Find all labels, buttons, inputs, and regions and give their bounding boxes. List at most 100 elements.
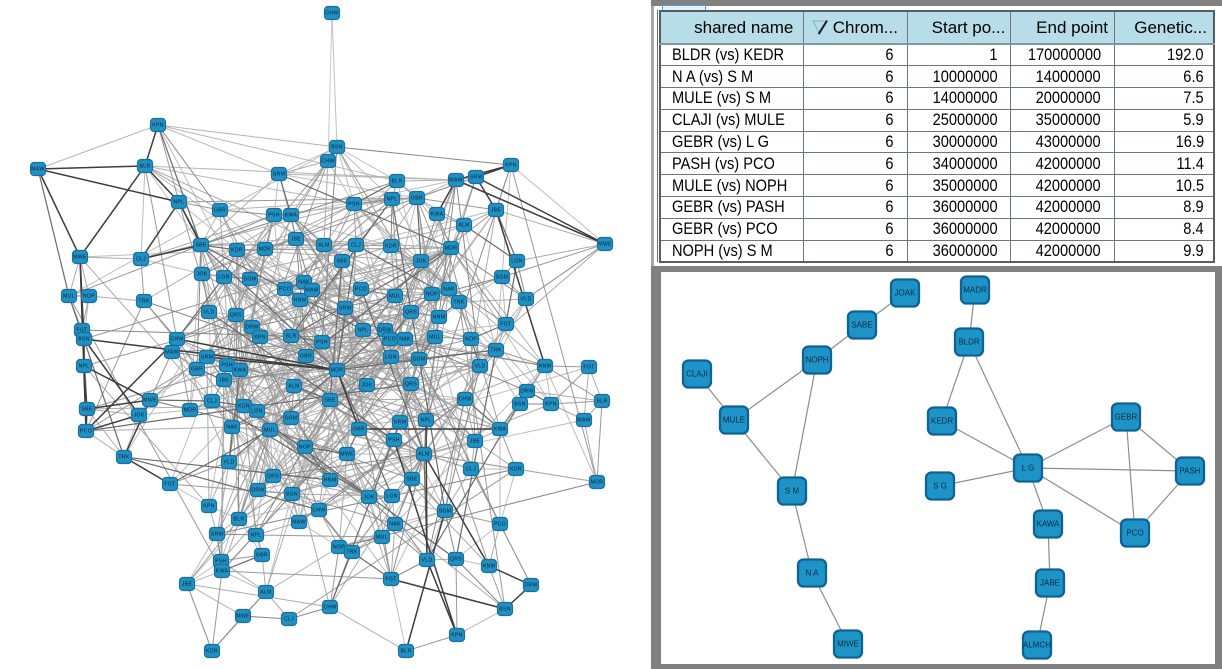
svg-text:PCO: PCO <box>1126 529 1143 538</box>
svg-text:KDR: KDR <box>510 467 522 473</box>
svg-text:LGN: LGN <box>511 259 523 265</box>
svg-text:MUL: MUL <box>389 294 401 300</box>
svg-text:MUL: MUL <box>376 535 388 541</box>
svg-text:CLJ: CLJ <box>351 243 361 249</box>
svg-text:NPL: NPL <box>358 328 369 334</box>
svg-text:MAW: MAW <box>292 520 305 526</box>
svg-text:HNM: HNM <box>324 478 337 484</box>
svg-text:SBE: SBE <box>195 243 207 249</box>
svg-text:JBE: JBE <box>291 237 302 243</box>
svg-text:JOK: JOK <box>197 272 208 278</box>
svg-text:L G: L G <box>1022 464 1035 473</box>
svg-text:NOP: NOP <box>426 292 438 298</box>
svg-text:VLD: VLD <box>422 558 433 564</box>
svg-text:TRK: TRK <box>138 299 150 305</box>
svg-text:KEDR: KEDR <box>931 417 953 426</box>
svg-text:DRW: DRW <box>251 488 264 494</box>
svg-text:NPL: NPL <box>421 418 432 424</box>
svg-text:FGT: FGT <box>76 328 88 334</box>
svg-text:SBE: SBE <box>336 259 348 265</box>
svg-text:FGT: FGT <box>500 322 512 328</box>
svg-text:ALM: ALM <box>458 223 470 229</box>
svg-text:PCO: PCO <box>384 337 396 343</box>
svg-text:NPL: NPL <box>174 200 185 206</box>
svg-text:BSN: BSN <box>514 402 526 408</box>
svg-text:FGT: FGT <box>583 365 595 371</box>
svg-text:GBR: GBR <box>353 427 365 433</box>
svg-text:BSN: BSN <box>499 607 511 613</box>
svg-text:MADR: MADR <box>963 286 987 295</box>
svg-text:NOP: NOP <box>333 545 345 551</box>
svg-text:JOAK: JOAK <box>895 289 917 298</box>
svg-text:BLR: BLR <box>234 517 245 523</box>
svg-text:CHW: CHW <box>325 11 338 17</box>
svg-text:SABE: SABE <box>851 321 872 330</box>
svg-text:NAK: NAK <box>443 287 455 293</box>
svg-text:DRW: DRW <box>378 328 391 334</box>
svg-text:MIWE: MIWE <box>837 640 859 649</box>
svg-text:ALM: ALM <box>318 243 330 249</box>
svg-text:NOP: NOP <box>465 337 477 343</box>
svg-text:MDR: MDR <box>591 480 604 486</box>
svg-text:SGM: SGM <box>496 275 509 281</box>
svg-text:CLJ: CLJ <box>207 399 217 405</box>
svg-text:CLJ: CLJ <box>466 467 476 473</box>
svg-text:S G: S G <box>933 482 947 491</box>
svg-text:VLD: VLD <box>475 364 486 370</box>
svg-text:BLR: BLR <box>597 399 608 405</box>
svg-text:CHW: CHW <box>458 397 471 403</box>
svg-text:SRM: SRM <box>201 355 213 361</box>
svg-text:VLD: VLD <box>204 310 215 316</box>
svg-text:QRS: QRS <box>405 310 417 316</box>
svg-text:DRW: DRW <box>524 583 537 589</box>
svg-text:MDR: MDR <box>184 408 197 414</box>
svg-text:SRM: SRM <box>339 306 351 312</box>
svg-text:KPN: KPN <box>451 633 463 639</box>
svg-text:BSN: BSN <box>286 492 298 498</box>
svg-text:MUL: MUL <box>264 428 276 434</box>
svg-text:KWA: KWA <box>431 212 444 218</box>
svg-text:GBR: GBR <box>214 208 226 214</box>
svg-text:JOK: JOK <box>362 383 373 389</box>
svg-text:NAK: NAK <box>298 280 310 286</box>
svg-text:KWA: KWA <box>285 213 298 219</box>
svg-text:KDR: KDR <box>231 248 243 254</box>
svg-text:NOP: NOP <box>83 294 95 300</box>
svg-text:KDR: KDR <box>385 244 397 250</box>
svg-text:MAW: MAW <box>305 288 318 294</box>
svg-text:CHW: CHW <box>312 508 325 514</box>
svg-text:NOPH: NOPH <box>805 356 828 365</box>
svg-text:GBR: GBR <box>411 196 423 202</box>
svg-text:PSH: PSH <box>268 213 280 219</box>
svg-text:KWA: KWA <box>494 427 507 433</box>
svg-text:MAW: MAW <box>165 350 178 356</box>
svg-text:FGT: FGT <box>164 482 176 488</box>
svg-text:QRS: QRS <box>267 474 279 480</box>
svg-text:BLR: BLR <box>392 179 403 185</box>
svg-text:LGN: LGN <box>386 494 398 500</box>
svg-text:NPL: NPL <box>251 533 262 539</box>
svg-text:MUL: MUL <box>63 294 75 300</box>
svg-text:KWA: KWA <box>216 569 229 575</box>
svg-text:NOP: NOP <box>299 445 311 451</box>
svg-text:MUL: MUL <box>429 335 441 341</box>
svg-text:N A: N A <box>806 569 820 578</box>
svg-text:GBR: GBR <box>256 553 268 559</box>
svg-text:NAK: NAK <box>226 425 238 431</box>
svg-text:JOK: JOK <box>364 495 375 501</box>
svg-text:MWE: MWE <box>598 242 612 248</box>
svg-text:SGM: SGM <box>285 416 298 422</box>
svg-text:SRM: SRM <box>470 175 482 181</box>
svg-text:LGN: LGN <box>218 275 230 281</box>
svg-text:DRW: DRW <box>245 325 258 331</box>
svg-text:HNM: HNM <box>539 364 552 370</box>
svg-text:TRK: TRK <box>453 300 465 306</box>
svg-text:PSH: PSH <box>348 202 360 208</box>
svg-text:JOK: JOK <box>416 259 427 265</box>
svg-text:SBE: SBE <box>406 477 418 483</box>
svg-text:VLD: VLD <box>224 460 235 466</box>
svg-text:MULE: MULE <box>723 416 745 425</box>
svg-text:SBE: SBE <box>324 398 336 404</box>
svg-text:PASH: PASH <box>1179 467 1200 476</box>
svg-text:TRK: TRK <box>490 348 502 354</box>
